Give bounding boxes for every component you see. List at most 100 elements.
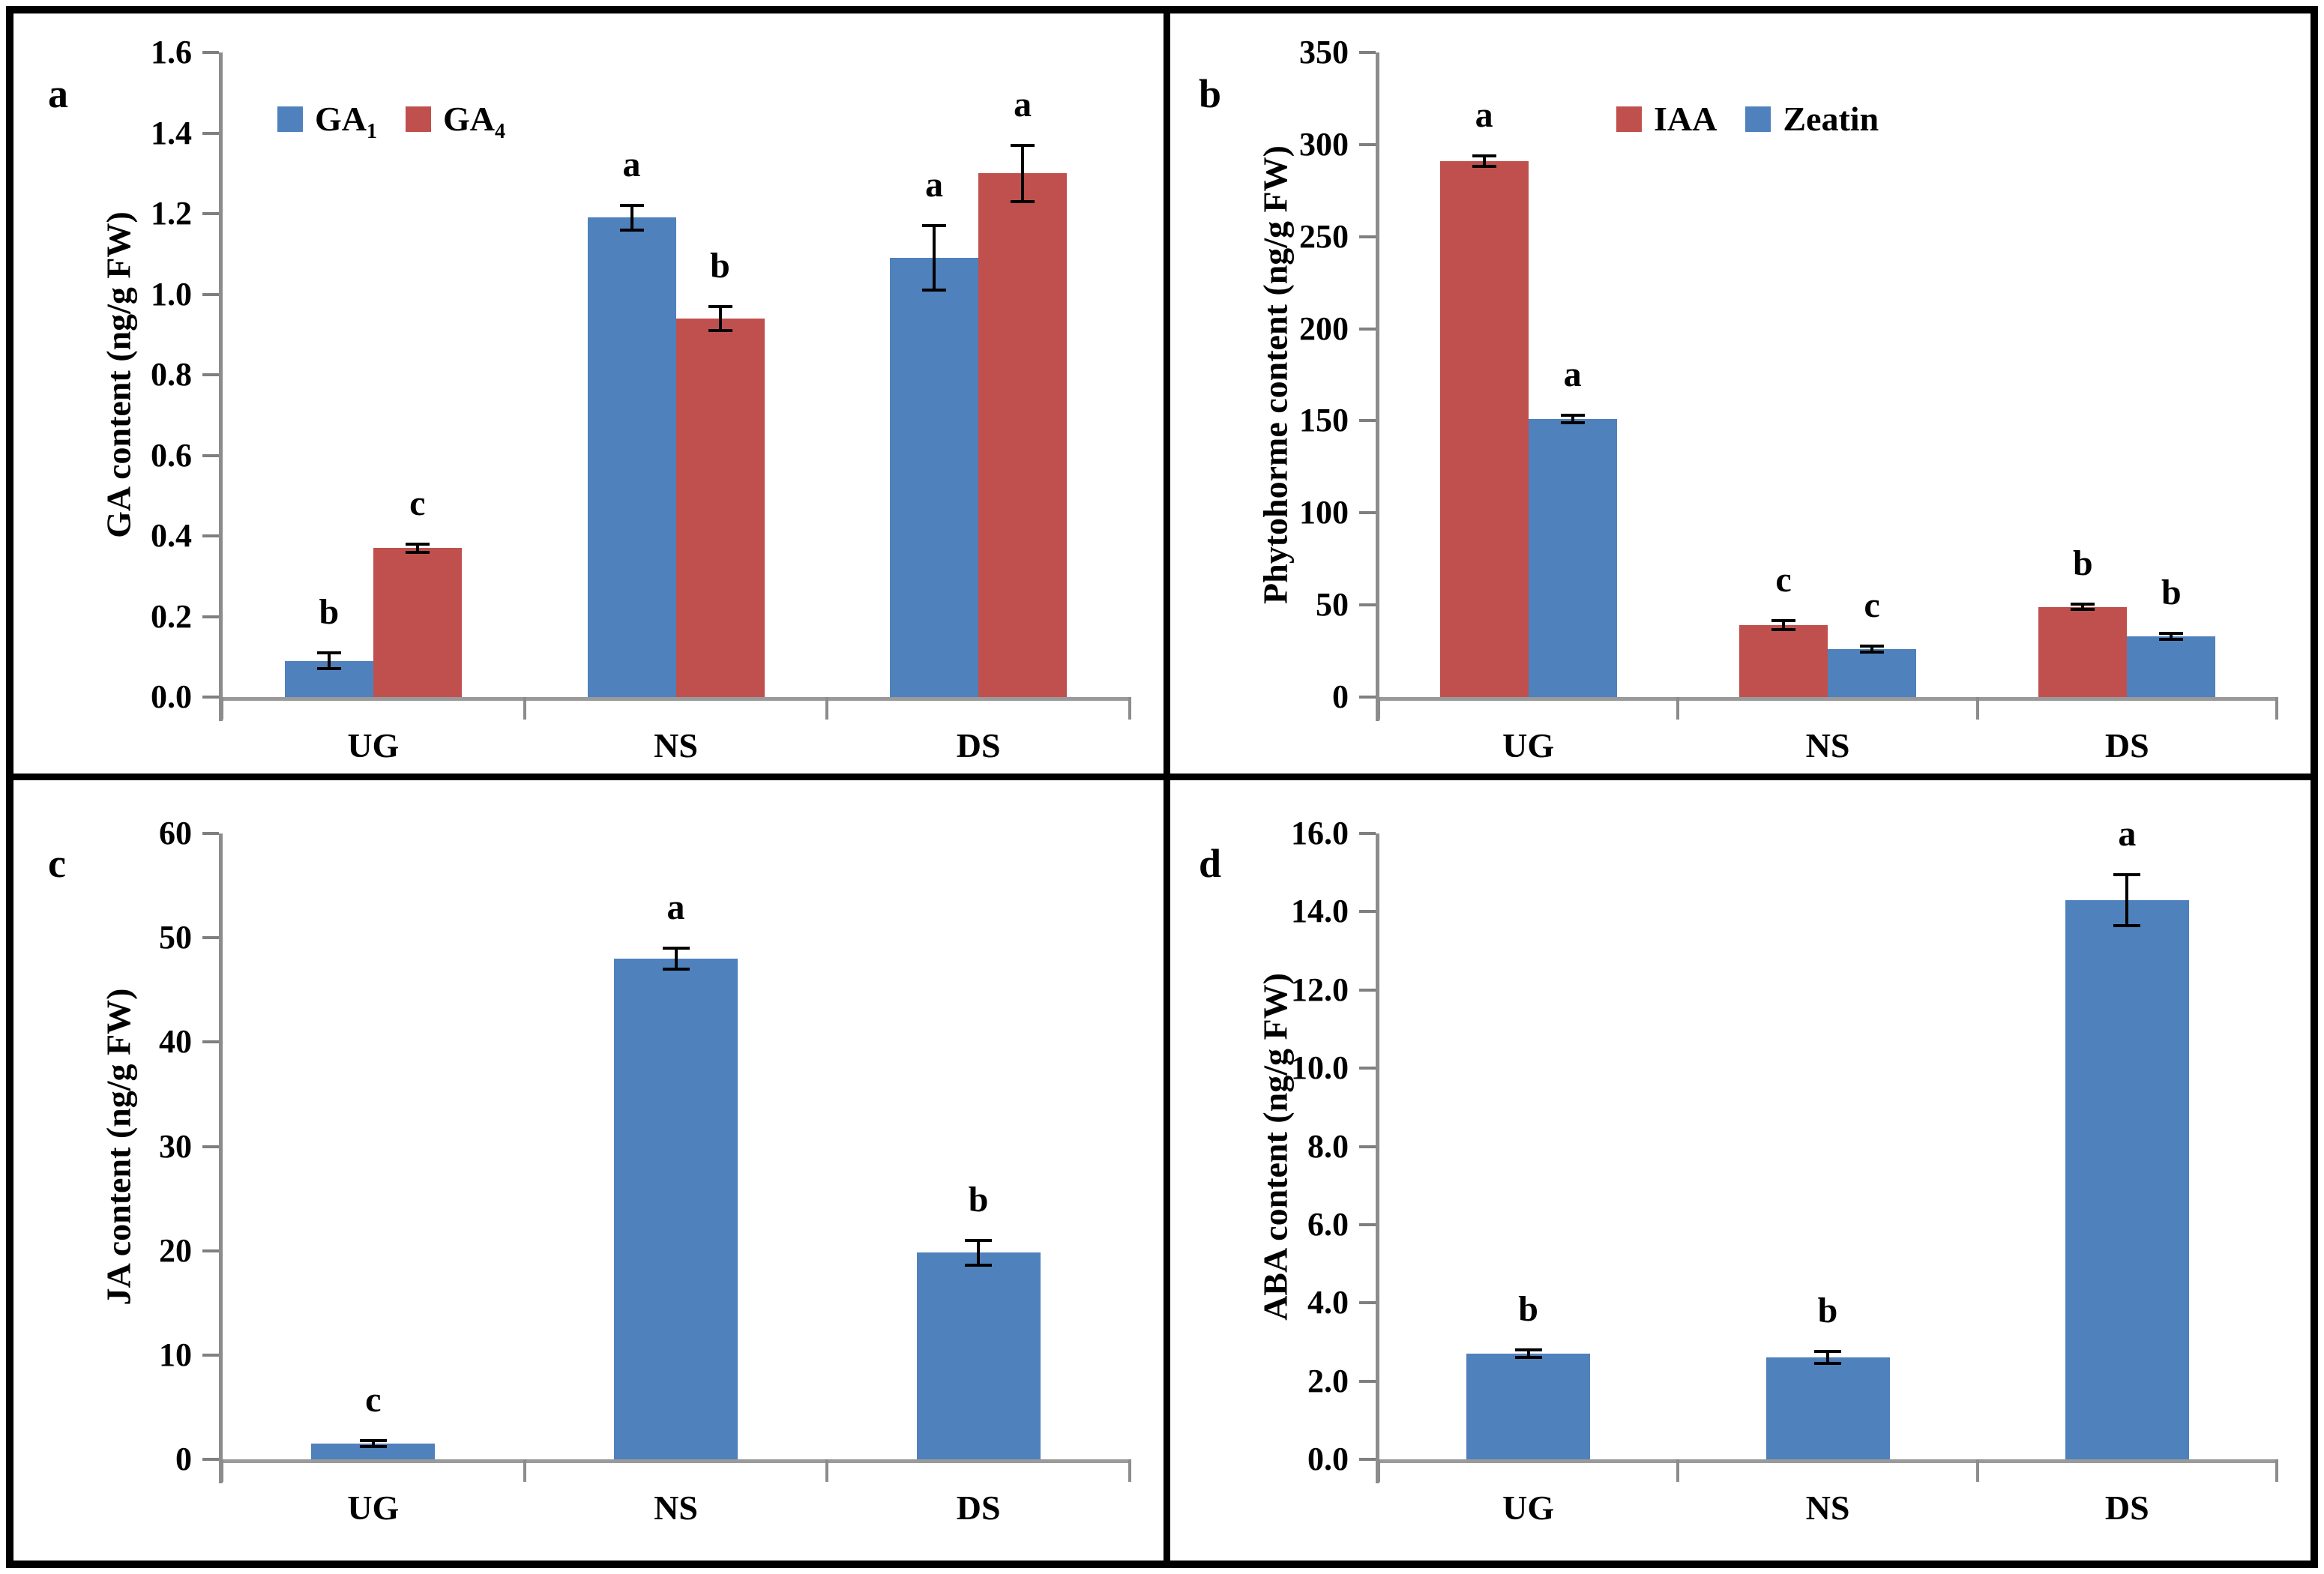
y-axis-line [1376,833,1379,1483]
error-bar [2170,633,2173,639]
error-bar-cap-top [1560,414,1585,417]
y-axis-title: Phytohorme content (ng/g FW) [1256,145,1295,604]
legend-label-text: GA [443,100,495,138]
error-bar-cap-bottom [359,1445,387,1449]
error-bar-cap-bottom [662,967,690,971]
y-tick-mark [202,1145,219,1148]
significance-letter: b [1817,1291,1838,1331]
y-tick-label: 10 [159,1336,192,1373]
y-tick-mark [202,696,219,699]
error-bar-cap-top [1011,143,1035,147]
y-tick-mark [202,832,219,835]
y-tick-mark [1359,327,1376,331]
bar-iaa-ds [2038,606,2128,697]
horizontal-panel-divider [6,774,2318,780]
y-tick-label: 0 [175,1441,192,1477]
error-bar [1571,415,1574,423]
legend-label-text: GA [315,100,367,138]
error-bar-cap-top [708,304,732,308]
panel-letter: c [48,841,66,886]
y-tick-label: 2.0 [1307,1362,1349,1399]
error-bar-cap-bottom [2159,637,2184,641]
error-bar [630,205,633,230]
error-bar [977,1240,981,1266]
category-boundary-tick [825,697,829,720]
error-bar-cap-top [1771,619,1795,623]
significance-letter: c [365,1379,382,1420]
category-boundary-tick [1377,697,1380,720]
y-axis-line [1376,52,1379,721]
legend-label-text: Zeatin [1783,100,1879,138]
error-bar [1826,1351,1829,1364]
y-tick-label: 1.2 [151,195,192,232]
x-category-label: NS [1805,726,1850,765]
y-tick-label: 1.0 [151,275,192,313]
y-tick-mark [1359,142,1376,146]
y-tick-label: 50 [159,919,192,956]
legend-entry: Zeatin [1745,102,1879,136]
error-bar-cap-top [2113,872,2141,876]
y-tick-mark [1359,51,1376,54]
y-tick-label: 0.0 [151,678,192,715]
bar-zeatin-ds [2127,636,2216,697]
bar-ga4-ns [675,318,765,697]
vertical-panel-divider [1163,6,1170,1568]
y-tick-label: 40 [159,1023,192,1061]
bar-ga4-ug [373,548,462,697]
significance-letter: b [2161,573,2182,613]
y-tick-label: 200 [1299,310,1349,347]
error-bar [1526,1349,1530,1358]
category-boundary-tick [1975,697,1979,720]
y-tick-label: 0 [1332,678,1349,715]
y-tick-label: 0.8 [151,356,192,393]
category-boundary-tick [1676,1459,1680,1482]
error-bar [1482,155,1486,167]
category-boundary-tick [1128,1459,1131,1482]
y-tick-label: 1.6 [151,34,192,70]
significance-letter: a [2118,813,2137,854]
x-category-label: UG [1502,726,1555,765]
bar-zeatin-ug [1528,418,1617,697]
significance-letter: b [1518,1288,1539,1329]
error-bar-cap-top [1814,1350,1841,1354]
error-bar-cap-bottom [1560,420,1585,424]
y-tick-mark [1359,1145,1376,1148]
y-tick-label: 4.0 [1307,1284,1349,1321]
error-bar-cap-bottom [1011,199,1035,203]
error-bar-cap-bottom [922,289,947,292]
x-axis-line [1379,1459,2277,1463]
category-boundary-tick [1128,697,1131,720]
y-axis-line [219,833,223,1483]
x-axis-line [222,697,1130,701]
bar-ja-ns [614,959,738,1459]
bar-aba-ds [2065,899,2189,1459]
bar-aba-ug [1466,1354,1591,1459]
error-bar-cap-top [1514,1348,1542,1351]
x-category-label: DS [956,1489,1001,1527]
error-bar-cap-top [619,204,644,208]
panel-b-phytohormone-content-chart: b Phytohorme content (ng/g FW) 0 50 100 150 20… [1170,13,2311,774]
x-category-label: DS [2104,726,2149,765]
significance-letter: b [2072,543,2093,583]
x-category-label: UG [347,1489,400,1527]
y-tick-mark [1359,1301,1376,1305]
error-bar [2081,603,2085,610]
panel-a-ga-content-chart: a GA content (ng/g FW) 0.0 0.2 0.4 0.6 0.8 1.0 1… [13,13,1163,774]
y-tick-mark [202,1353,219,1357]
legend-swatch-zeatin [1745,106,1771,132]
y-tick-label: 300 [1299,125,1349,163]
significance-letter: b [319,591,340,632]
bar-ja-ds [916,1252,1041,1459]
error-bar-cap-bottom [1860,650,1884,654]
category-boundary-tick [523,697,526,720]
legend-entry: GA1 [277,100,377,142]
x-category-label: DS [2104,1489,2149,1527]
error-bar-cap-top [922,224,947,228]
y-tick-mark [1359,696,1376,699]
y-tick-mark [202,534,219,537]
x-category-label: NS [1805,1489,1850,1527]
significance-letter: b [968,1179,989,1219]
error-bar-cap-bottom [1771,628,1795,632]
x-axis-line [222,1459,1130,1463]
y-tick-label: 6.0 [1307,1205,1349,1243]
